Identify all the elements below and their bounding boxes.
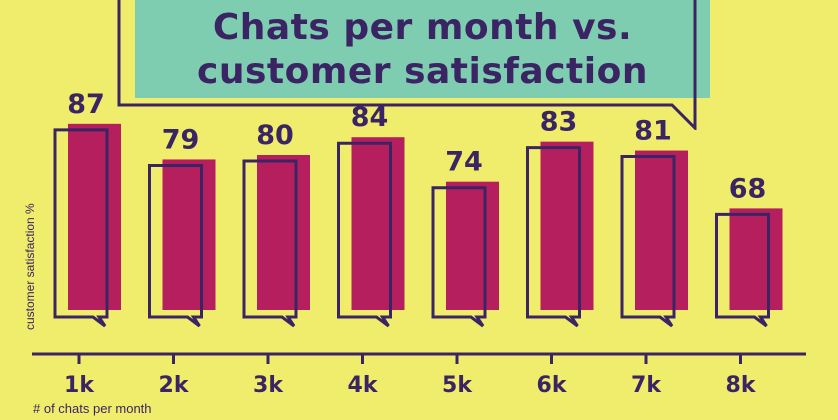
bar-outline-5k [431, 186, 487, 328]
bar-outline-3k [242, 159, 298, 328]
x-tick-label-4k: 4k [348, 373, 379, 398]
bar-8k [729, 208, 783, 310]
bar-outline-7k [620, 155, 676, 328]
x-tick-label-2k: 2k [159, 373, 190, 398]
bar-2k [162, 159, 216, 310]
bar-6k [540, 141, 594, 310]
value-label-7k: 81 [634, 116, 672, 147]
value-label-6k: 83 [540, 107, 578, 138]
value-label-2k: 79 [162, 124, 200, 155]
value-label-1k: 87 [67, 89, 105, 120]
value-label-3k: 80 [256, 120, 294, 151]
chart-title: Chats per month vs. customer satisfactio… [135, 6, 710, 94]
bar-outline-2k [148, 163, 203, 328]
bar-outline-4k [337, 141, 392, 328]
x-tick-label-7k: 7k [631, 373, 662, 398]
value-label-8k: 68 [729, 173, 767, 204]
bar-outline-8k [715, 212, 770, 328]
bar-outline-1k [53, 128, 109, 328]
x-tick-label-3k: 3k [253, 373, 284, 398]
x-tick-label-8k: 8k [726, 373, 757, 398]
x-tick-label-5k: 5k [442, 373, 473, 398]
bar-4k [351, 137, 405, 310]
x-tick-label-1k: 1k [64, 373, 95, 398]
value-label-4k: 84 [351, 102, 389, 133]
title-box [135, 0, 710, 98]
bar-outline-6k [526, 146, 581, 328]
bar-1k [68, 123, 121, 310]
bar-3k [257, 155, 310, 310]
chart-title-line-2: customer satisfaction [197, 51, 648, 92]
bar-7k [635, 150, 688, 310]
x-axis-label: # of chats per month [33, 401, 152, 416]
chart-title-line-1: Chats per month vs. [212, 7, 633, 48]
value-label-5k: 74 [445, 147, 483, 178]
bar-5k [446, 181, 499, 310]
x-tick-label-6k: 6k [537, 373, 568, 398]
title-speech-bubble-outline [117, 0, 697, 130]
